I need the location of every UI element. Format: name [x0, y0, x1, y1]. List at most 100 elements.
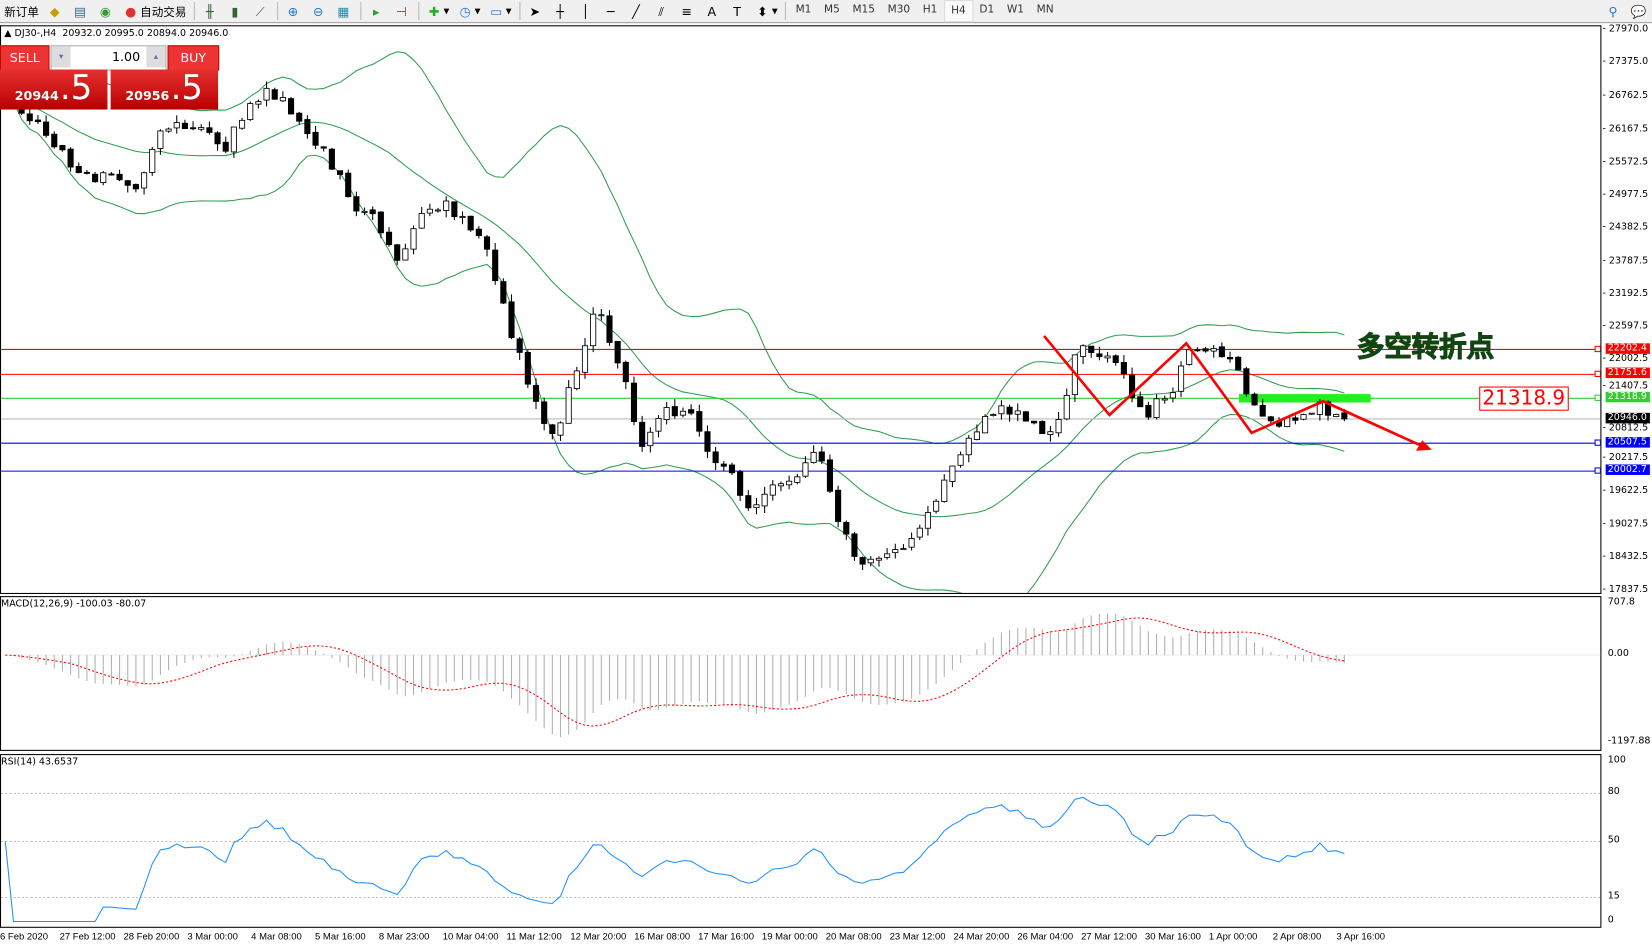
candle-body: [1194, 349, 1201, 352]
timeframe-m1[interactable]: M1: [795, 4, 812, 16]
ohlc-close: 20946.0: [189, 28, 229, 39]
horizontal-line-tool[interactable]: ─: [599, 1, 624, 21]
buy-price[interactable]: 20956.5: [110, 67, 219, 110]
candle-body: [810, 452, 817, 464]
channel-tool[interactable]: ⫽: [650, 1, 675, 21]
candle-body: [696, 411, 703, 432]
timeframe-w1[interactable]: W1: [1006, 4, 1025, 16]
candle-body: [949, 465, 956, 482]
candle-body: [737, 471, 744, 496]
divider: [785, 2, 787, 21]
time-axis-label: 20 Mar 08:00: [825, 930, 882, 942]
candle-body: [900, 548, 907, 551]
text-tool[interactable]: A: [700, 1, 725, 21]
price-axis-label: - 24977.5: [1602, 189, 1649, 201]
templates-button[interactable]: ▭ ▾: [490, 3, 512, 19]
time-axis-label: 19 Mar 00:00: [761, 930, 818, 942]
price-axis-label: - 22002.5: [1602, 354, 1649, 365]
candle-body: [875, 557, 882, 561]
zoom-in-icon: ⊕: [287, 3, 299, 19]
price-axis-label: - 17837.5: [1602, 584, 1649, 596]
line-chart-button[interactable]: ⟋: [249, 1, 274, 21]
zoom-out-button[interactable]: ⊖: [307, 1, 332, 21]
chart-header: ▲ DJ30-,H4 20932.0 20995.0 20894.0 20946…: [4, 28, 229, 39]
candle-body: [100, 172, 107, 184]
periods-button[interactable]: ◷ ▾: [459, 3, 481, 19]
candle-body: [394, 244, 401, 261]
new-order-button[interactable]: 新订单: [0, 1, 43, 21]
vertical-line-tool[interactable]: │: [574, 1, 599, 21]
rsi-canvas: [1, 792, 1601, 923]
volume-stepper[interactable]: ▾ 1.00 ▴: [50, 45, 167, 71]
divider: [277, 2, 279, 21]
candle-body: [1145, 404, 1152, 418]
bar-chart-button[interactable]: ╫: [198, 1, 223, 21]
trendline-tool[interactable]: ╱: [624, 1, 649, 21]
new-order-label: 新订单: [4, 4, 39, 19]
timeframe-m15[interactable]: M15: [852, 4, 875, 16]
arrows-tool[interactable]: ⬍ ▾: [751, 1, 782, 21]
market-watch-button[interactable]: ◆: [43, 1, 68, 21]
candle-body: [377, 211, 384, 234]
candle-body: [1063, 395, 1070, 420]
divider: [360, 2, 362, 21]
volume-decrease-button[interactable]: ▾: [51, 46, 71, 68]
candle-body: [639, 421, 646, 447]
timeframe-d1[interactable]: D1: [979, 4, 995, 16]
signals-button[interactable]: ◉: [94, 1, 119, 21]
sell-button[interactable]: SELL: [0, 45, 50, 71]
indicators-button[interactable]: ✚ ▾: [422, 1, 453, 21]
chart-shift-icon: ⊣: [395, 3, 407, 19]
terminal-button[interactable]: ▤: [68, 1, 93, 21]
tile-windows-button[interactable]: ▦: [332, 1, 357, 21]
timeframe-h4[interactable]: H4: [943, 0, 974, 23]
price-axis-label: - 26762.5: [1602, 90, 1649, 102]
candle-body: [92, 173, 99, 183]
timeframe-m30[interactable]: M30: [887, 4, 911, 16]
macd-window[interactable]: MACD(12,26,9) -100.03 -80.07: [0, 596, 1602, 751]
volume-input[interactable]: 1.00: [111, 49, 141, 65]
timeframe-mn[interactable]: MN: [1036, 4, 1054, 16]
crosshair-tool[interactable]: ┼: [548, 1, 573, 21]
candle-body: [704, 431, 711, 452]
timeframe-m5[interactable]: M5: [824, 4, 840, 16]
chat-button[interactable]: 💬: [1627, 1, 1652, 21]
candle-body: [884, 553, 891, 558]
search-button[interactable]: ⚲: [1601, 1, 1626, 21]
vertical-line-icon: │: [581, 3, 590, 19]
rsi-axis[interactable]: 100 80 50 15 0: [1601, 754, 1652, 928]
time-axis-label: 8 Mar 23:00: [378, 930, 430, 942]
search-icon: ⚲: [1608, 3, 1618, 19]
macd-axis[interactable]: 707.8 0.00 -1197.88: [1601, 596, 1652, 751]
level-price-tag: 22202.4: [1605, 343, 1650, 354]
candle-body: [198, 127, 205, 130]
price-axis-label: - 20217.5: [1602, 452, 1649, 464]
sell-price[interactable]: 20944.5: [0, 67, 108, 110]
symbol-label: DJ30-,H4: [14, 28, 57, 39]
candle-body: [190, 127, 197, 130]
price-chart[interactable]: ▲ DJ30-,H4 20932.0 20995.0 20894.0 20946…: [0, 25, 1602, 594]
time-axis[interactable]: 6 Feb 2020 27 Feb 12:00 28 Feb 20:00 3 Mar …: [0, 927, 1601, 946]
chart-shift-button[interactable]: ⊣: [390, 1, 415, 21]
candle-body: [663, 407, 670, 420]
text-label-tool[interactable]: T: [725, 1, 750, 21]
candle-chart-button[interactable]: ▮: [223, 1, 248, 21]
cursor-tool[interactable]: ➤: [523, 1, 548, 21]
annotation-price-box: 21318.9: [1479, 386, 1569, 411]
timeframe-h1[interactable]: H1: [922, 4, 938, 16]
volume-increase-button[interactable]: ▴: [146, 46, 166, 68]
auto-scroll-button[interactable]: ▸: [365, 1, 390, 21]
zoom-in-button[interactable]: ⊕: [281, 1, 306, 21]
candle-body: [933, 500, 940, 512]
level-handle: [1594, 370, 1601, 378]
auto-trading-button[interactable]: ● 自动交易: [119, 1, 191, 21]
candle-body: [859, 557, 866, 565]
add-indicator-icon: ✚: [428, 3, 440, 19]
bollinger-middle: [5, 90, 1345, 518]
fibonacci-tool[interactable]: ≡: [675, 1, 700, 21]
turning-point-zone: [1238, 394, 1371, 403]
rsi-window[interactable]: RSI(14) 43.6537: [0, 754, 1602, 928]
candle-body: [1047, 431, 1054, 435]
signal-icon: ◉: [99, 3, 111, 19]
price-axis[interactable]: - 27970.0 - 27375.0 - 26762.5 - 26167.5 - 25…: [1601, 24, 1652, 596]
